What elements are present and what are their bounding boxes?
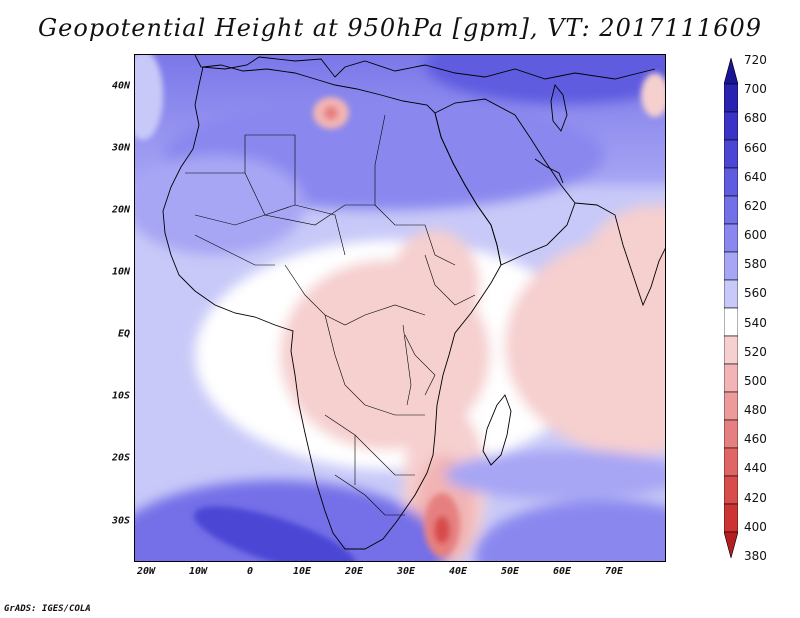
colorbar-label: 540: [744, 315, 767, 330]
field-east-mediterranean-pink: [641, 73, 665, 117]
coastlines: [162, 55, 665, 550]
colorbar-label: 700: [744, 82, 767, 97]
europe-coastline: [258, 56, 656, 80]
arabia-coastline: [434, 98, 576, 266]
colorbar-segment: [724, 363, 738, 393]
lat-label-30n: 30N: [111, 142, 130, 154]
border-central-1: [284, 264, 426, 326]
colorbar-label: 600: [744, 228, 767, 243]
iberia-coastline: [194, 55, 260, 70]
field-west-atlantic-light: [135, 55, 163, 140]
colorbar-label: 460: [744, 432, 767, 447]
lat-label-10n: 10N: [111, 266, 130, 278]
colorbar-segment: [724, 251, 738, 281]
colorbar-label: 400: [744, 519, 767, 534]
colorbar-segment: [724, 223, 738, 253]
lat-label-20s: 20S: [111, 452, 130, 464]
colorbar-segment: [724, 83, 738, 113]
lon-label-50e: 50E: [500, 566, 520, 577]
colorbar-top-arrow: [724, 58, 738, 85]
border-lakes: [402, 324, 412, 406]
colorbar-segment: [724, 139, 738, 169]
colorbar-segment: [724, 475, 738, 505]
caspian-coastline: [550, 84, 568, 132]
colorbar-segment: [724, 279, 738, 309]
field-mediterranean-low-core: [324, 106, 338, 120]
border-west-africa: [194, 234, 275, 266]
country-borders: [185, 114, 476, 516]
colorbar-label: 500: [744, 373, 767, 388]
persian-gulf-coastline: [534, 158, 564, 184]
colorbar-bottom-arrow: [724, 531, 738, 558]
colorbar-label: 520: [744, 344, 767, 359]
border-east-1: [424, 254, 476, 306]
india-coastline: [574, 202, 665, 307]
border-central-2: [324, 314, 425, 416]
africa-coastline: [162, 64, 502, 550]
lon-label-0: 0: [246, 566, 254, 577]
field-south-band: [445, 450, 665, 500]
border-east-2: [404, 334, 436, 396]
lat-label-eq: EQ: [117, 328, 130, 340]
colorbar-segment: [724, 167, 738, 197]
colorbar-label: 480: [744, 403, 767, 418]
colorbar-segment: [724, 503, 738, 533]
border-sahel-2: [374, 204, 456, 266]
border-south-1: [324, 414, 415, 476]
colorbar-label: 380: [744, 549, 767, 563]
lat-label-30s: 30S: [111, 515, 130, 527]
colorbar-label: 720: [744, 53, 767, 67]
field-south-atlantic-deepest: [193, 506, 357, 561]
map-title: Geopotential Height at 950hPa [gpm], VT:…: [38, 14, 762, 42]
colorbar-segment: [724, 307, 738, 337]
lon-label-10e: 10E: [292, 566, 312, 577]
lon-label-10w: 10W: [188, 566, 208, 577]
colorbar-label: 560: [744, 286, 767, 301]
colorbar-segment: [724, 391, 738, 421]
lon-label-40e: 40E: [448, 566, 468, 577]
colorbar-segment: [724, 419, 738, 449]
colorbar-label: 440: [744, 461, 767, 476]
field-south-indian-mid: [475, 500, 665, 561]
field-arabian-sea-pink: [585, 205, 665, 325]
colorbar-segment: [724, 195, 738, 225]
map-panel: [134, 54, 666, 562]
border-sahara-1: [185, 134, 296, 205]
colorbar: [724, 58, 738, 558]
colorbar-segment: [724, 111, 738, 141]
lat-label-10s: 10S: [111, 390, 130, 402]
field-sw-mid-blue: [135, 155, 305, 255]
border-south-2: [334, 474, 405, 516]
field-se-africa-dark-red: [434, 516, 450, 544]
lon-label-60e: 60E: [552, 566, 572, 577]
colorbar-label: 420: [744, 490, 767, 505]
colorbar-label: 580: [744, 257, 767, 272]
field-ne-deep: [425, 55, 665, 105]
lon-label-30e: 30E: [396, 566, 416, 577]
lon-label-20e: 20E: [344, 566, 364, 577]
lon-label-20w: 20W: [136, 566, 156, 577]
colorbar-label: 640: [744, 169, 767, 184]
lat-label-40n: 40N: [111, 80, 130, 92]
lon-label-70e: 70E: [604, 566, 624, 577]
border-sahel-1: [194, 204, 346, 256]
colorbar-label: 660: [744, 140, 767, 155]
colorbar-segment: [724, 447, 738, 477]
field-south-atlantic-deep: [135, 480, 445, 561]
colorbar-label: 620: [744, 198, 767, 213]
lat-label-20n: 20N: [111, 204, 130, 216]
madagascar-coastline: [482, 394, 512, 466]
geopotential-field: [135, 55, 665, 561]
colorbar-label: 680: [744, 111, 767, 126]
grads-credit: GrADS: IGES/COLA: [4, 604, 91, 614]
colorbar-segment: [724, 335, 738, 365]
